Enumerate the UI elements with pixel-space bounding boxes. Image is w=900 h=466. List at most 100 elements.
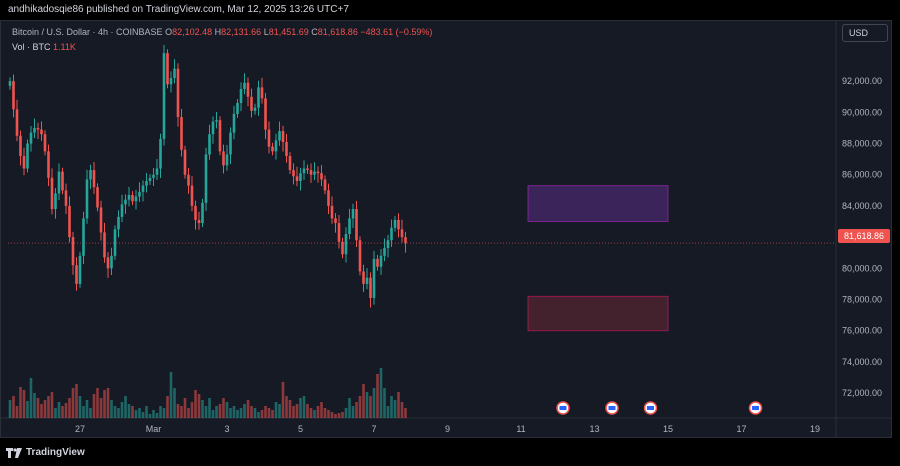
candle-body	[271, 146, 274, 152]
time-tick-label: 17	[736, 424, 746, 434]
candle-body	[92, 170, 96, 188]
volume-bar	[236, 410, 239, 418]
candle-body	[292, 170, 295, 177]
candle-body	[243, 82, 246, 89]
candle-body	[190, 185, 194, 206]
candle-body	[278, 131, 281, 141]
time-tick-label: 13	[589, 424, 599, 434]
candle-body	[246, 82, 250, 97]
volume-bar	[180, 406, 183, 418]
volume-bar	[169, 372, 173, 418]
volume-bar	[327, 410, 330, 418]
candle-body	[57, 171, 61, 194]
volume-bar	[54, 408, 57, 418]
volume-bar	[400, 402, 404, 418]
time-tick-label: 19	[810, 424, 820, 434]
volume-bar	[397, 392, 400, 418]
volume-bar	[246, 400, 250, 418]
volume-bar	[372, 388, 376, 418]
candle-body	[334, 218, 337, 224]
close-value: 81,618.86	[317, 27, 358, 37]
volume-value: 1.11K	[53, 42, 76, 52]
chart-frame[interactable]	[0, 20, 892, 438]
candle-body	[120, 204, 124, 217]
open-value: 82,102.48	[172, 27, 213, 37]
candle-body	[152, 174, 155, 178]
candle-body	[383, 248, 386, 256]
candle-body	[75, 265, 78, 284]
candle-body	[229, 132, 232, 155]
supply-zone	[527, 185, 669, 223]
volume-bar	[365, 392, 369, 418]
candle-body	[162, 53, 166, 139]
candle-body	[78, 255, 82, 284]
brand-text: TradingView	[26, 447, 85, 458]
candle-body	[404, 237, 407, 244]
volume-bar	[264, 406, 267, 418]
volume-bar	[302, 396, 306, 418]
volume-bar	[225, 402, 229, 418]
candle-body	[183, 149, 187, 175]
price-tick-label: 78,000.00	[842, 294, 882, 304]
volume-bar	[124, 396, 127, 418]
candle-body	[281, 131, 285, 142]
symbol-name[interactable]: Bitcoin / U.S. Dollar · 4h · COINBASE	[12, 27, 163, 37]
volume-bar	[117, 408, 120, 418]
candle-body	[176, 68, 180, 118]
volume-bar	[99, 398, 103, 418]
volume-bar	[344, 408, 348, 418]
candle-body	[323, 179, 327, 191]
volume-bar	[348, 398, 351, 418]
candle-body	[274, 140, 278, 152]
candle-body	[187, 174, 190, 186]
publisher-text: andhikadosqie86 published on TradingView…	[8, 4, 349, 15]
candle-body	[134, 196, 138, 202]
time-tick-label: 15	[663, 424, 673, 434]
candle-body	[124, 199, 127, 205]
volume-bar	[173, 388, 176, 418]
candle-body	[397, 219, 400, 230]
volume-bar	[47, 396, 50, 418]
volume-label: Vol · BTC	[12, 42, 51, 52]
volume-bar	[278, 404, 281, 418]
price-tick-label: 72,000.00	[842, 388, 882, 398]
us-flag-event-icon-band	[752, 406, 759, 410]
candle-body	[15, 109, 19, 136]
volume-bar	[309, 408, 313, 418]
candle-body	[180, 117, 183, 150]
volume-bar	[159, 406, 162, 418]
tradingview-logo[interactable]: TradingView	[6, 447, 85, 458]
candle-body	[106, 257, 110, 269]
publisher-bar: andhikadosqie86 published on TradingView…	[0, 0, 900, 20]
us-flag-event-icon-band	[647, 406, 654, 410]
candle-body	[400, 229, 404, 238]
candle-body	[29, 132, 33, 144]
candle-body	[33, 127, 36, 133]
candle-body	[169, 78, 173, 85]
candle-body	[330, 205, 334, 219]
price-tick-label: 76,000.00	[842, 326, 882, 336]
high-value: 82,131.66	[221, 27, 262, 37]
candle-body	[110, 255, 113, 269]
candle-body	[61, 171, 64, 191]
candle-body	[225, 154, 229, 166]
candle-body	[71, 237, 75, 266]
candle-body	[40, 129, 43, 135]
candle-body	[117, 216, 120, 230]
candle-body	[64, 190, 68, 206]
candle-body	[257, 87, 260, 108]
candle-body	[47, 151, 50, 178]
volume-bar	[92, 394, 96, 418]
candle-body	[22, 156, 26, 169]
volume-bar	[260, 410, 264, 418]
volume-bar	[285, 396, 288, 418]
currency-button[interactable]: USD	[842, 24, 888, 42]
volume-bar	[141, 412, 145, 418]
candle-body	[173, 68, 176, 79]
us-flag-event-icon-band	[559, 406, 567, 410]
volume-bar	[362, 384, 365, 418]
volume-bar	[358, 396, 362, 418]
volume-bar	[22, 390, 26, 418]
candle-body	[215, 120, 218, 122]
